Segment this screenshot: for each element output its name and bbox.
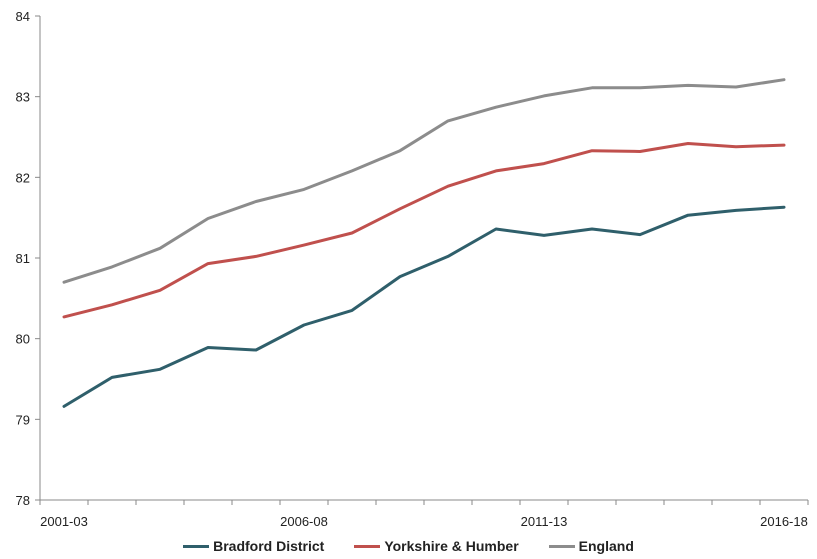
y-tick-label: 81 xyxy=(16,251,30,266)
series-line-yorkshire-humber xyxy=(62,142,786,319)
y-tick-label: 79 xyxy=(16,412,30,427)
legend-swatch-yorkshire-humber xyxy=(354,544,381,548)
y-tick-label: 80 xyxy=(16,332,30,347)
legend-label-england: England xyxy=(578,538,634,554)
x-tick-label: 2006-08 xyxy=(280,514,328,529)
series-line-bradford-district xyxy=(62,205,786,408)
legend-swatch-england xyxy=(548,544,575,548)
legend-item-yorkshire-humber: Yorkshire & Humber xyxy=(354,538,519,554)
y-tick-label: 84 xyxy=(16,9,30,24)
legend-label-bradford-district: Bradford District xyxy=(213,538,325,554)
x-tick-label: 2011-13 xyxy=(521,514,568,529)
x-tick-label: 2016-18 xyxy=(760,514,808,529)
chart-series xyxy=(62,78,786,408)
legend-label-yorkshire-humber: Yorkshire & Humber xyxy=(384,538,519,554)
legend-swatch-bradford-district xyxy=(183,544,210,548)
y-tick-label: 82 xyxy=(16,170,30,185)
chart-axes: 78 79 80 81 82 83 84 2001-03 2006-08 2011-13 2016-… xyxy=(16,9,809,529)
legend-item-england: England xyxy=(548,538,634,554)
legend-item-bradford-district: Bradford District xyxy=(183,538,324,554)
y-tick-label: 78 xyxy=(16,493,30,508)
chart-legend: Bradford District Yorkshire & Humber Eng… xyxy=(0,538,817,554)
series-line-england xyxy=(62,78,786,284)
x-tick-label: 2001-03 xyxy=(40,514,88,529)
y-tick-label: 83 xyxy=(16,90,30,105)
